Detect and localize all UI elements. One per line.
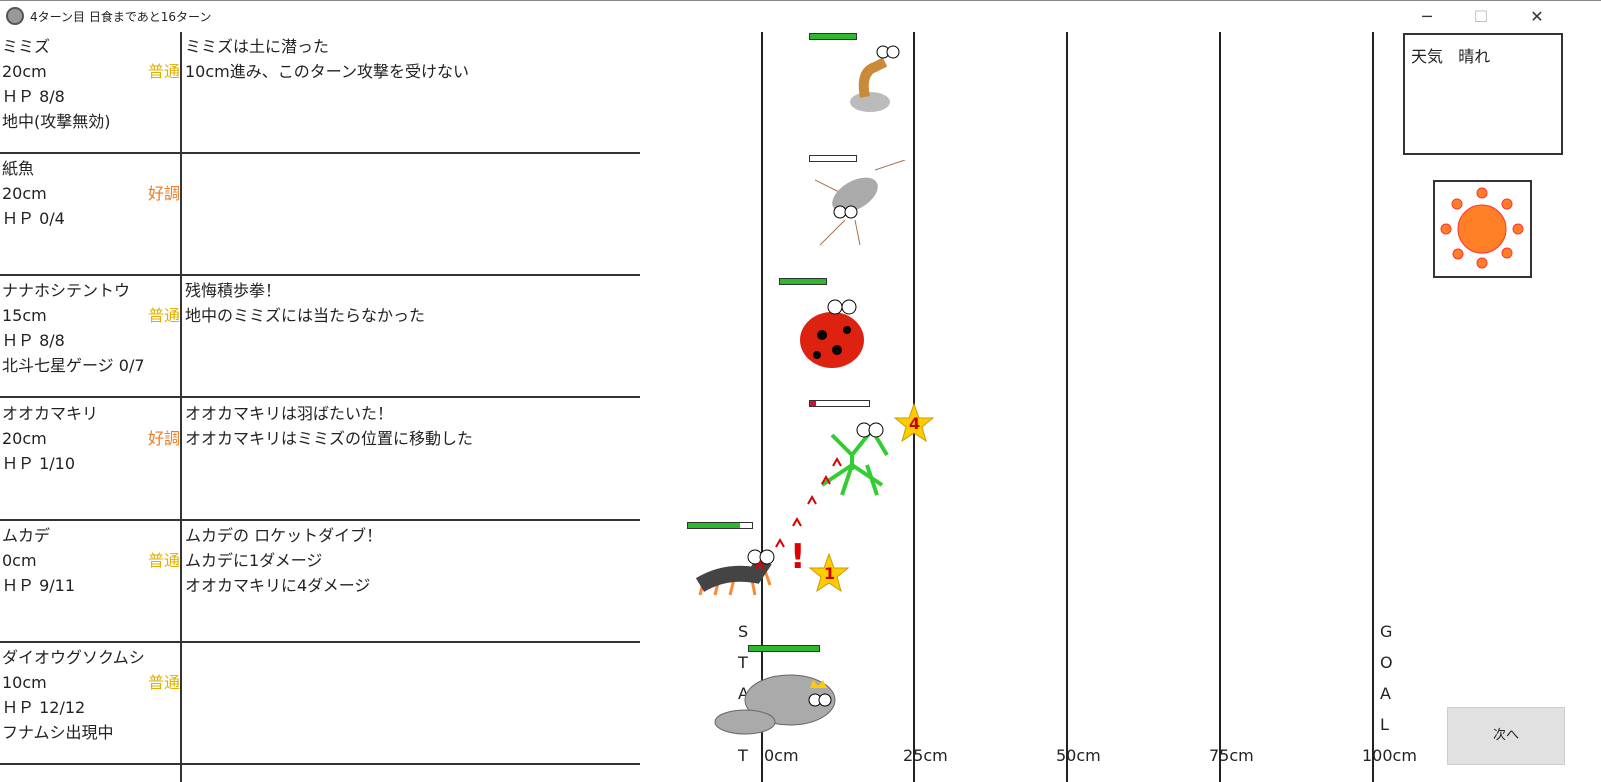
battle-log-line: ムカデに1ダメージ bbox=[185, 550, 323, 570]
minimize-button[interactable]: ─ bbox=[1422, 7, 1432, 26]
participant-status: 地中(攻撃無効) bbox=[2, 112, 111, 131]
battle-log-line: オオカマキリはミミズの位置に移動した bbox=[185, 428, 474, 448]
participant-name: ナナホシテントウ bbox=[2, 281, 131, 301]
participant-hp: ＨＰ 9/11 bbox=[2, 575, 76, 595]
hp-bar-fill bbox=[780, 279, 826, 284]
start-label-letter: A bbox=[738, 684, 749, 703]
participant-name: ダイオウグソクムシ bbox=[2, 648, 145, 667]
giant-isopod-sprite bbox=[705, 660, 845, 764]
hp-bar-fill bbox=[749, 646, 819, 651]
track-tick-label: 0cm bbox=[764, 746, 799, 765]
hp-bar bbox=[748, 645, 820, 652]
damage-star: 4 bbox=[893, 402, 935, 444]
condition-badge: 普通 bbox=[147, 306, 180, 326]
participant-status: フナムシ出現中 bbox=[2, 723, 114, 742]
participant-row: ミミズ 20cm 普通 ＨＰ 8/8 地中(攻撃無効) ミミズは土に潜った 10cm進み、こ… bbox=[0, 32, 640, 154]
silverfish-sprite bbox=[814, 159, 955, 264]
track-tick-label: 100cm bbox=[1362, 746, 1417, 765]
battle-log-line: オオカマキリは羽ばたいた！ bbox=[185, 403, 394, 423]
track-line bbox=[1372, 32, 1374, 782]
condition-badge: 普通 bbox=[147, 62, 180, 81]
battle-log-line: 地中のミミズには当たらなかった bbox=[185, 306, 426, 326]
participant-name: 紙魚 bbox=[2, 159, 35, 179]
track-line bbox=[1066, 32, 1068, 782]
goal-label-letter: G bbox=[1380, 622, 1393, 641]
participant-status: 北斗七星ゲージ 0/7 bbox=[2, 356, 145, 376]
battle-log-line: ムカデの ロケットダイブ！ bbox=[185, 525, 383, 545]
participant-position: 20cm bbox=[2, 62, 47, 81]
track-line bbox=[1219, 32, 1221, 782]
participant-hp: ＨＰ 1/10 bbox=[2, 453, 76, 473]
participant-row: ナナホシテントウ 15cm 普通 ＨＰ 8/8 北斗七星ゲージ 0/7 残悔積歩拳！ 地中の… bbox=[0, 276, 640, 399]
star-icon bbox=[893, 402, 935, 448]
condition-badge: 普通 bbox=[147, 673, 180, 692]
sun-icon bbox=[1440, 187, 1524, 269]
hp-bar bbox=[809, 33, 857, 40]
weather-panel: 天気 晴れ bbox=[1403, 33, 1563, 155]
participant-position: 20cm bbox=[2, 184, 47, 204]
goal-label-letter: O bbox=[1380, 653, 1393, 672]
start-label-letter: T bbox=[738, 746, 748, 765]
hp-bar-fill bbox=[810, 401, 816, 406]
participant-row: ムカデ 0cm 普通 ＨＰ 9/11 ムカデの ロケットダイブ！ ムカデに1ダメージオオカ… bbox=[0, 521, 640, 643]
track-tick-label: 50cm bbox=[1056, 746, 1101, 765]
next-button[interactable]: 次へ bbox=[1447, 707, 1565, 765]
participant-name: ミミズ bbox=[2, 37, 51, 56]
weather-label: 天気 bbox=[1411, 47, 1444, 66]
condition-badge: 普通 bbox=[147, 550, 180, 570]
participant-position: 15cm bbox=[2, 306, 47, 326]
maximize-button[interactable]: ☐ bbox=[1473, 7, 1489, 26]
condition-badge: 好調 bbox=[147, 428, 180, 448]
damage-number: 1 bbox=[824, 564, 836, 583]
participant-name: ムカデ bbox=[2, 525, 51, 545]
participant-row: 紙魚 20cm 好調 ＨＰ 0/4 bbox=[0, 154, 640, 277]
battle-log-line: ミミズは土に潜った bbox=[185, 37, 330, 56]
condition-badge: 好調 bbox=[147, 184, 180, 204]
start-label-letter: S bbox=[738, 622, 749, 641]
participant-hp: ＨＰ 8/8 bbox=[2, 331, 65, 351]
weather-icon-box bbox=[1433, 180, 1532, 278]
hp-bar-fill bbox=[810, 34, 856, 39]
participant-row: ダイオウグソクムシ 10cm 普通 ＨＰ 12/12 フナムシ出現中 bbox=[0, 643, 640, 765]
participant-name: オオカマキリ bbox=[2, 403, 99, 423]
exclaim-mark: ! bbox=[790, 537, 806, 577]
participant-position: 0cm bbox=[2, 550, 37, 570]
goal-label-letter: A bbox=[1380, 684, 1391, 703]
start-label-letter: T bbox=[738, 653, 748, 672]
earthworm-sprite bbox=[850, 42, 990, 146]
participant-position: 10cm bbox=[2, 673, 47, 692]
window-title: 4ターン目 日食まであと16ターン bbox=[30, 10, 212, 24]
column-divider bbox=[180, 32, 182, 782]
track-line bbox=[761, 32, 763, 782]
damage-star: 1 bbox=[808, 552, 850, 594]
centipede-sprite bbox=[695, 545, 835, 649]
hp-bar-fill bbox=[688, 523, 741, 528]
damage-number: 4 bbox=[909, 414, 921, 433]
attack-trajectory bbox=[740, 440, 860, 584]
hp-bar bbox=[687, 522, 753, 529]
battle-log-line: オオカマキリに4ダメージ bbox=[185, 575, 371, 595]
star-icon bbox=[808, 552, 850, 598]
track-tick-label: 75cm bbox=[1209, 746, 1254, 765]
app-icon bbox=[6, 7, 24, 25]
close-button[interactable]: ✕ bbox=[1530, 7, 1544, 26]
ladybug-sprite bbox=[797, 295, 937, 399]
participant-position: 20cm bbox=[2, 428, 47, 448]
participant-hp: ＨＰ 8/8 bbox=[2, 87, 65, 106]
hp-bar bbox=[809, 400, 870, 407]
track-tick-label: 25cm bbox=[903, 746, 948, 765]
weather-value: 晴れ bbox=[1458, 47, 1491, 66]
participant-hp: ＨＰ 0/4 bbox=[2, 209, 65, 229]
mantis-sprite bbox=[812, 415, 952, 519]
participant-row: オオカマキリ 20cm 好調 ＨＰ 1/10 オオカマキリは羽ばたいた！ オオカマキリはミ… bbox=[0, 399, 640, 521]
participant-hp: ＨＰ 12/12 bbox=[2, 698, 86, 717]
title-bar: 4ターン目 日食まであと16ターン ─ ☐ ✕ bbox=[0, 0, 1601, 32]
hp-bar bbox=[809, 155, 857, 162]
hp-bar bbox=[779, 278, 827, 285]
battle-log-line: 残悔積歩拳！ bbox=[185, 281, 282, 301]
goal-label-letter: L bbox=[1380, 715, 1389, 734]
battle-log-line: 10cm進み、このターン攻撃を受けない bbox=[185, 62, 469, 81]
